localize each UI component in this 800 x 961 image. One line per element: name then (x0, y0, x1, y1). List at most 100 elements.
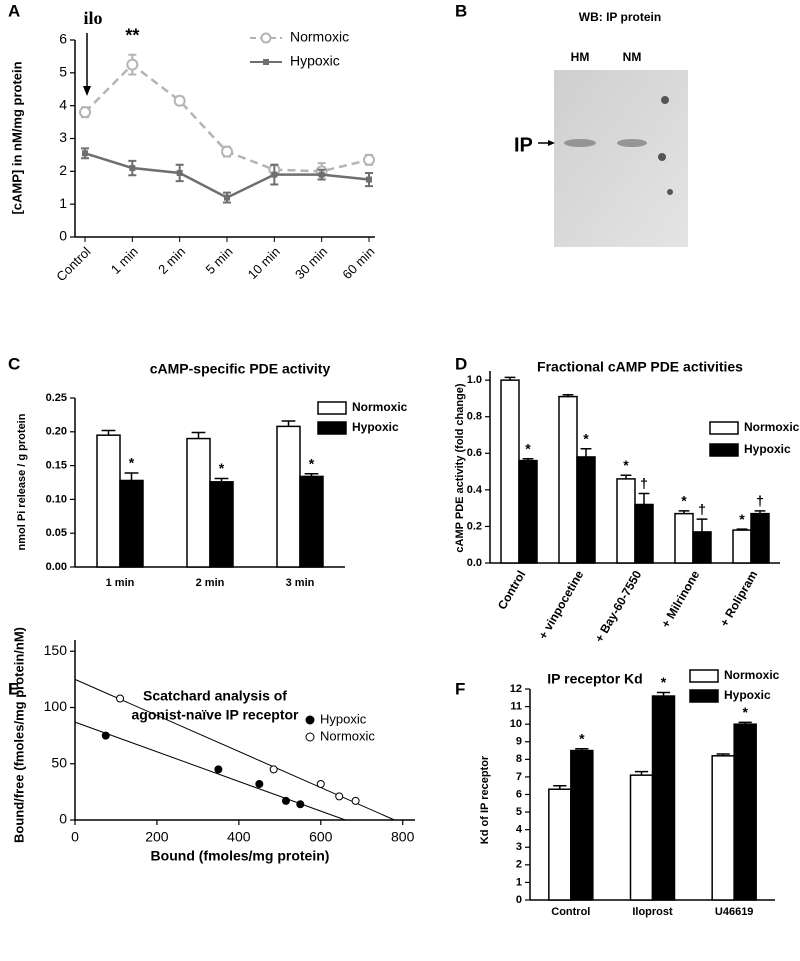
chart-title: cAMP-specific PDE activity (150, 361, 331, 377)
significance-mark: * (309, 455, 315, 471)
y-tick-label: 5 (59, 64, 67, 80)
x-tick-label: Iloprost (632, 906, 673, 918)
chart-panel: D Fractional cAMP PDE activities cAMP PDE … (454, 354, 800, 644)
data-point (318, 171, 325, 178)
legend-marker (305, 715, 315, 725)
error-bar (638, 492, 650, 505)
y-tick-label: 1 (59, 195, 67, 211)
legend-marker (305, 732, 315, 742)
legend-swatch (709, 421, 739, 435)
x-tick-label: 60 min (339, 244, 377, 282)
annotation: ** (125, 26, 139, 46)
y-tick-label: 0.2 (467, 520, 482, 532)
error-bar (696, 518, 708, 532)
x-tick-label: 2 min (196, 577, 225, 589)
y-axis-label: nmol Pi release / g protein (16, 413, 28, 550)
data-point (363, 153, 375, 166)
y-tick-label: 1.0 (467, 374, 482, 386)
band-arrowhead (548, 140, 555, 146)
data-point (221, 145, 233, 158)
significance-mark: * (681, 493, 687, 509)
y-tick-label: 0 (59, 228, 67, 244)
blot-band (617, 139, 647, 147)
bar (570, 749, 594, 901)
y-tick-label: 3 (516, 841, 522, 853)
bar (634, 503, 654, 564)
significance-mark: * (129, 455, 135, 471)
data-point (351, 796, 360, 805)
legend-label: Normoxic (290, 29, 349, 45)
legend-label: Normoxic (744, 420, 800, 434)
y-tick-label: 11 (510, 700, 522, 712)
legend-label: Hypoxic (290, 53, 340, 69)
bar (548, 788, 572, 901)
data-point (366, 176, 372, 183)
series-line (84, 152, 370, 199)
x-tick-label: 10 min (245, 244, 283, 282)
lane-label: HM (571, 50, 590, 64)
data-point (296, 800, 305, 809)
y-tick-label: 0.25 (46, 392, 67, 404)
x-axis-label: Bound (fmoles/mg protein) (151, 848, 330, 864)
bar (96, 434, 121, 568)
x-tick-label: Control (495, 568, 528, 612)
x-tick-label: + vinpocetine (536, 568, 587, 642)
data-point (255, 780, 264, 788)
blot-marker (667, 189, 673, 195)
panel-letter: F (455, 679, 465, 698)
y-tick-label: 0.05 (46, 527, 67, 539)
x-tick-label: 400 (227, 829, 251, 845)
bar (750, 512, 770, 564)
legend-swatch (317, 421, 347, 435)
chart-title: Fractional cAMP PDE activities (537, 359, 743, 375)
y-tick-label: 9 (516, 736, 522, 748)
error-bar (124, 472, 139, 481)
data-point (82, 150, 88, 157)
legend-label: Normoxic (724, 668, 780, 682)
significance-mark: * (579, 730, 585, 746)
data-point (269, 765, 278, 774)
x-tick-label: 0 (71, 829, 79, 845)
bar (518, 459, 538, 564)
x-tick-label: 5 min (202, 244, 235, 277)
bar (651, 695, 676, 901)
y-tick-label: 1 (516, 876, 522, 888)
y-tick-label: 50 (51, 754, 67, 770)
x-tick-label: U46619 (715, 906, 754, 918)
chart-title: IP receptor Kd (547, 671, 642, 687)
legend-label: Hypoxic (724, 688, 771, 702)
error-bar (191, 431, 206, 439)
legend-swatch (689, 669, 719, 683)
y-tick-label: 2 (516, 859, 522, 871)
annotation-arrowhead (83, 86, 91, 96)
bar (276, 425, 301, 568)
significance-mark: † (640, 475, 648, 491)
y-tick-label: 0.15 (46, 460, 67, 472)
y-tick-label: 4 (59, 96, 67, 112)
significance-mark: * (739, 511, 745, 527)
bar (692, 531, 712, 564)
panel-letter: C (8, 354, 20, 373)
x-tick-label: + Bay-60-7550 (592, 568, 644, 645)
error-bar (101, 429, 116, 436)
significance-mark: † (698, 501, 706, 517)
y-tick-label: 0.20 (46, 426, 67, 438)
y-tick-label: 10 (510, 718, 522, 730)
bar (732, 529, 752, 564)
significance-mark: * (742, 704, 748, 720)
lane-label: NM (623, 50, 642, 64)
x-tick-label: 600 (309, 829, 333, 845)
significance-mark: * (219, 460, 225, 476)
x-tick-label: + Rolipram (717, 568, 760, 629)
error-bar (281, 420, 296, 427)
legend-label: Hypoxic (352, 420, 399, 434)
y-tick-label: 0.0 (467, 557, 482, 569)
x-tick-label: 30 min (292, 244, 330, 282)
bar (674, 512, 694, 564)
bar (558, 395, 578, 564)
x-tick-label: + Milrinone (658, 568, 702, 630)
legend-swatch (689, 689, 719, 703)
significance-mark: * (623, 457, 629, 473)
annotation: ilo (83, 8, 102, 28)
panel-letter: E (8, 679, 19, 698)
